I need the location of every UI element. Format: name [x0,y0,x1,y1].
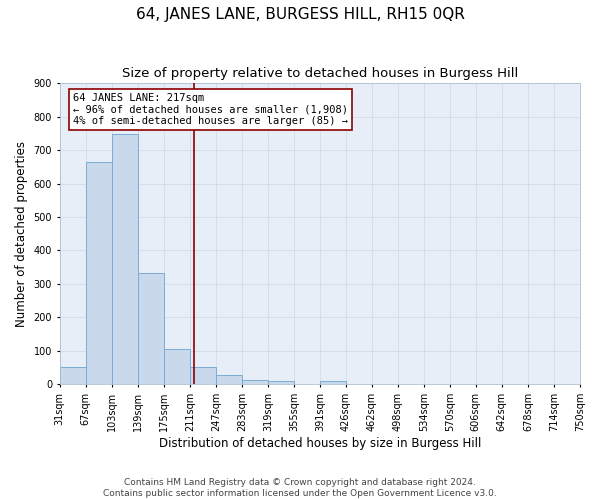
Bar [112,134,137,384]
Bar [268,381,294,384]
Y-axis label: Number of detached properties: Number of detached properties [15,140,28,326]
X-axis label: Distribution of detached houses by size in Burgess Hill: Distribution of detached houses by size … [158,437,481,450]
Bar [86,162,112,384]
Bar [216,376,242,384]
Text: 64, JANES LANE, BURGESS HILL, RH15 0QR: 64, JANES LANE, BURGESS HILL, RH15 0QR [136,8,464,22]
Bar [60,367,86,384]
Bar [242,380,268,384]
Title: Size of property relative to detached houses in Burgess Hill: Size of property relative to detached ho… [122,68,518,80]
Bar [164,349,190,384]
Bar [320,381,346,384]
Text: Contains HM Land Registry data © Crown copyright and database right 2024.
Contai: Contains HM Land Registry data © Crown c… [103,478,497,498]
Bar [138,272,164,384]
Bar [190,367,216,384]
Text: 64 JANES LANE: 217sqm
← 96% of detached houses are smaller (1,908)
4% of semi-de: 64 JANES LANE: 217sqm ← 96% of detached … [73,93,348,126]
